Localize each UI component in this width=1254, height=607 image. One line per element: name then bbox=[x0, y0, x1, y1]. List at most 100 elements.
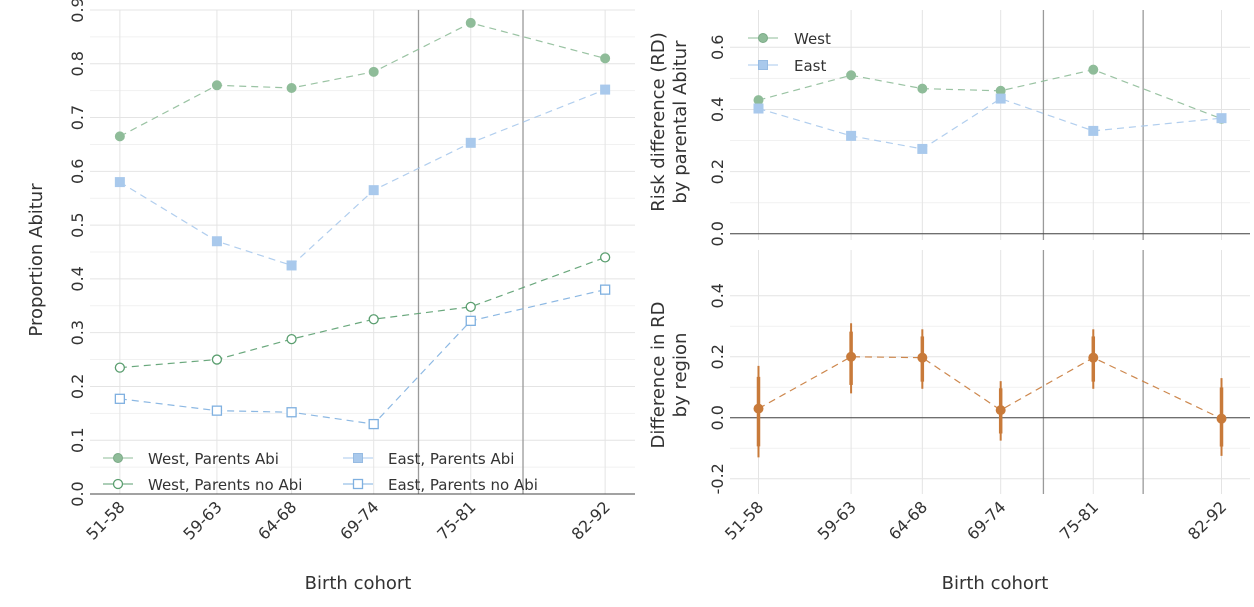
legend-marker-east-parents-abi bbox=[353, 453, 363, 463]
panel2-series-1-point bbox=[753, 103, 764, 114]
panel1-xlabel: Birth cohort bbox=[305, 573, 412, 594]
legend-marker-east bbox=[758, 60, 768, 70]
panel1-series-1-point bbox=[465, 301, 476, 313]
panel3-series-0-point bbox=[1088, 352, 1099, 363]
panel3-ytick-label: 0.2 bbox=[708, 344, 727, 369]
panel3-ytick-label: 0.4 bbox=[708, 283, 727, 308]
panel1-series-3-point bbox=[599, 284, 611, 295]
panel2-ylabel-line2: by parental Abitur bbox=[670, 40, 691, 204]
panel1-series-1-point bbox=[114, 362, 126, 373]
panel1-series-3-point bbox=[368, 418, 379, 430]
panel1-series-0-point bbox=[368, 66, 379, 77]
panel-difference-in-rd: -0.2 0.0 0.2 0.4 51-58 59-63 64-68 69-74 75-81 82… bbox=[648, 250, 1250, 594]
panel1-series-0-point bbox=[600, 53, 611, 64]
panel1-series-0-point bbox=[465, 17, 476, 28]
panel1-series-2-point bbox=[368, 185, 379, 196]
panel3-series-0-point bbox=[1216, 413, 1227, 424]
panel3-series-0-point bbox=[917, 352, 928, 363]
panel1-series-3-line bbox=[119, 289, 606, 425]
panel1-series-3-point bbox=[114, 393, 126, 404]
panel1-ytick-label: 0.4 bbox=[68, 266, 87, 291]
legend-marker-west-parents-abi bbox=[113, 453, 123, 463]
panel-proportion-abitur: 0.0 0.1 0.2 0.3 0.4 0.5 0.6 0.7 0.8 0.9 51-58 59-63… bbox=[26, 0, 635, 594]
panel1-ylabel: Proportion Abitur bbox=[26, 183, 47, 337]
legend-label-west-parents-abi: West, Parents Abi bbox=[148, 450, 279, 468]
panel2-series-0-line bbox=[758, 69, 1222, 120]
panel3-series-0-point bbox=[995, 405, 1006, 416]
panel1-series-1-line bbox=[119, 256, 606, 369]
panel2-plot-area: 0.0 0.2 0.4 0.6 bbox=[708, 10, 1250, 247]
panel1-series-3-point bbox=[211, 405, 223, 416]
panel2-series-1-point bbox=[1216, 113, 1227, 124]
panel3-xtick-label: 69-74 bbox=[963, 497, 1009, 543]
panel1-xtick-label: 69-74 bbox=[336, 497, 382, 543]
panel2-series-0-point bbox=[917, 83, 928, 94]
panel1-ytick-label: 0.1 bbox=[68, 427, 87, 452]
panel1-ytick-label: 0.0 bbox=[68, 481, 87, 506]
panel1-series-1-point bbox=[211, 354, 223, 365]
panel2-series-1-point bbox=[995, 93, 1006, 104]
panel-risk-difference: 0.0 0.2 0.4 0.6 Risk difference (RD) by par… bbox=[648, 10, 1250, 247]
panel1-series-2-point bbox=[286, 260, 297, 271]
panel2-ytick-label: 0.6 bbox=[708, 35, 727, 60]
panel2-series-1-point bbox=[846, 130, 857, 141]
panel3-xtick-label: 64-68 bbox=[885, 497, 931, 543]
panel3-ytick-label: 0.0 bbox=[708, 405, 727, 430]
panel3-ylabel-line2: by region bbox=[670, 333, 691, 418]
panel1-series-2-point bbox=[465, 137, 476, 148]
panel3-plot-area: -0.2 0.0 0.2 0.4 51-58 59-63 64-68 69-74 75-81 82… bbox=[708, 250, 1250, 544]
panel3-xlabel: Birth cohort bbox=[942, 573, 1049, 594]
legend-label-east-parents-no-abi: East, Parents no Abi bbox=[388, 476, 538, 494]
panel3-xtick-label: 59-63 bbox=[814, 497, 860, 543]
legend-label-east: East bbox=[794, 57, 826, 75]
panel2-legend: West East bbox=[748, 30, 831, 75]
panel2-series-0-point bbox=[846, 70, 857, 81]
panel1-ytick-label: 0.3 bbox=[68, 320, 87, 345]
panel2-ytick-label: 0.4 bbox=[708, 97, 727, 122]
legend-label-east-parents-abi: East, Parents Abi bbox=[388, 450, 514, 468]
panel3-series-0-line bbox=[758, 356, 1222, 420]
panel3-ylabel-line1: Difference in RD bbox=[648, 301, 669, 448]
panel3-ytick-label: -0.2 bbox=[708, 463, 727, 494]
panel3-series-0-point bbox=[846, 351, 857, 362]
panel1-series-3-point bbox=[465, 315, 476, 326]
panel1-series-3-point bbox=[286, 407, 297, 418]
panel2-series-1-line bbox=[758, 97, 1222, 150]
panel1-series-1-point bbox=[368, 314, 379, 325]
panel1-xtick-label: 51-58 bbox=[82, 497, 128, 543]
panel1-ytick-label: 0.2 bbox=[68, 374, 87, 399]
panel1-xtick-label: 75-81 bbox=[433, 497, 479, 543]
panel1-series-0-line bbox=[119, 22, 606, 137]
panel3-xtick-label: 75-81 bbox=[1056, 497, 1102, 543]
panel1-series-1-point bbox=[286, 333, 297, 345]
panel1-ytick-label: 0.6 bbox=[68, 159, 87, 184]
panel1-series-2-point bbox=[114, 177, 125, 188]
panel2-series-0-point bbox=[1088, 64, 1099, 75]
legend-label-west: West bbox=[794, 30, 831, 48]
panel1-series-2-line bbox=[119, 89, 606, 267]
panel1-series-0-point bbox=[211, 80, 222, 91]
panel1-xtick-label: 64-68 bbox=[254, 497, 300, 543]
panel1-series-1-point bbox=[599, 252, 611, 263]
panel1-xtick-label: 82-92 bbox=[568, 497, 614, 543]
panel2-series-1-point bbox=[1088, 125, 1099, 136]
legend-marker-west-parents-no-abi bbox=[112, 478, 124, 490]
panel1-ytick-label: 0.8 bbox=[68, 51, 87, 76]
panel3-xtick-label: 51-58 bbox=[721, 497, 767, 543]
panel1-ytick-label: 0.9 bbox=[68, 0, 87, 23]
panel3-series-0-point bbox=[753, 403, 764, 414]
legend-label-west-parents-no-abi: West, Parents no Abi bbox=[148, 476, 302, 494]
panel1-ytick-label: 0.7 bbox=[68, 105, 87, 130]
panel2-ytick-label: 0.2 bbox=[708, 159, 727, 184]
panel1-series-0-point bbox=[286, 82, 297, 93]
panel1-series-2-point bbox=[600, 84, 611, 95]
panel1-xtick-label: 59-63 bbox=[179, 497, 225, 543]
panel1-series-0-point bbox=[114, 131, 125, 142]
legend-marker-east-parents-no-abi bbox=[352, 478, 364, 490]
panel1-series-2-point bbox=[211, 236, 222, 247]
panel2-series-0-point bbox=[753, 95, 764, 106]
panel3-xtick-label: 82-92 bbox=[1184, 497, 1230, 543]
panel2-ytick-label: 0.0 bbox=[708, 221, 727, 246]
panel1-legend: West, Parents Abi West, Parents no Abi E… bbox=[103, 450, 538, 494]
